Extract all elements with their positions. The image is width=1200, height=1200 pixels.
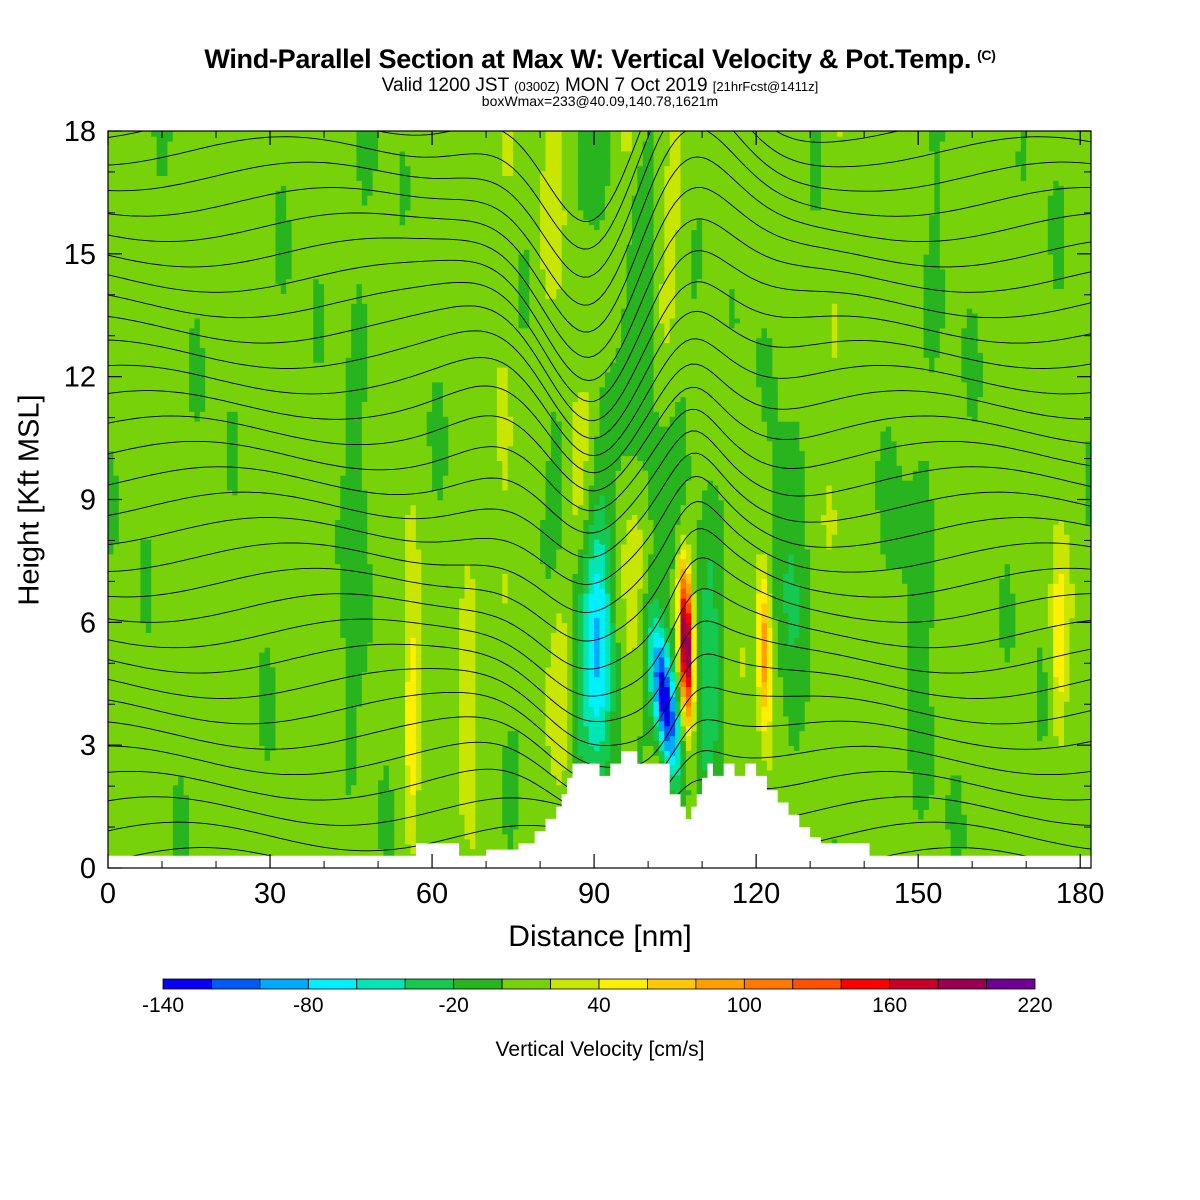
chart-title: Wind-Parallel Section at Max W: Vertical… — [0, 44, 1200, 75]
colorbar-swatch — [937, 978, 987, 990]
y-tick-label: 12 — [64, 362, 96, 394]
potential-temperature-contours — [108, 131, 1091, 865]
x-tick-label: 120 — [732, 878, 780, 910]
valid-date: MON 7 Oct 2019 — [564, 75, 708, 96]
terrain-mask — [108, 751, 1091, 869]
colorbar-swatch — [550, 978, 600, 990]
colorbar-swatch — [356, 978, 406, 990]
colorbar-swatch — [743, 978, 794, 990]
colorbar-swatch — [211, 978, 261, 990]
colorbar-swatch — [162, 978, 212, 990]
x-tick-label: 30 — [254, 878, 286, 910]
colorbar-swatch — [598, 978, 648, 990]
chart-title-mark: (C) — [977, 47, 996, 63]
colorbar-tick-label: 160 — [872, 994, 907, 1017]
y-tick-label: 3 — [80, 730, 96, 762]
x-tick-label: 0 — [100, 878, 116, 910]
y-axis: 0 3 6 9 12 15 18 — [64, 116, 1091, 885]
y-tick-label: 6 — [80, 607, 96, 639]
colorbar-tick-label: -80 — [293, 994, 323, 1017]
colorbar-tick-label: 220 — [1017, 994, 1052, 1017]
x-tick-label: 150 — [894, 878, 942, 910]
y-tick-label: 9 — [80, 485, 96, 517]
colorbar-swatch — [840, 978, 891, 990]
colorbar-swatch — [792, 978, 842, 990]
forecast-label: [21hrFcst@1411z] — [712, 79, 819, 94]
chart-subtitle: Valid 1200 JST (0300Z) MON 7 Oct 2019 [2… — [0, 75, 1200, 97]
colorbar-swatch — [259, 978, 309, 990]
y-tick-label: 0 — [80, 853, 96, 885]
colorbar-swatch — [889, 978, 939, 990]
colorbar: -140 -80 -20 40 100 160 220 — [142, 978, 1053, 1017]
x-tick-label: 90 — [578, 878, 610, 910]
x-axis-title: Distance [nm] — [508, 920, 692, 953]
colorbar-swatch — [453, 978, 503, 990]
x-axis: 0 30 60 90 120 150 180 — [100, 131, 1104, 910]
box-info: boxWmax=233@40.09,140.78,1621m — [481, 93, 719, 109]
valid-utc: (0300Z) — [514, 79, 560, 94]
x-tick-label: 180 — [1056, 878, 1104, 910]
colorbar-title: Vertical Velocity [cm/s] — [495, 1038, 705, 1061]
colorbar-swatch — [501, 978, 551, 990]
colorbar-swatch — [307, 978, 358, 990]
colorbar-swatch — [647, 978, 697, 990]
colorbar-swatch — [986, 978, 1036, 990]
colorbar-swatch — [695, 978, 745, 990]
colorbar-tick-label: -20 — [438, 994, 468, 1017]
colorbar-tick-label: 40 — [587, 994, 610, 1017]
valid-prefix: Valid 1200 JST — [381, 75, 509, 96]
colorbar-tick-label: -140 — [142, 994, 184, 1017]
y-tick-label: 18 — [64, 116, 96, 148]
colorbar-swatch — [404, 978, 455, 990]
y-tick-label: 15 — [64, 239, 96, 271]
chart-title-text: Wind-Parallel Section at Max W: Vertical… — [204, 44, 972, 74]
x-tick-label: 60 — [416, 878, 448, 910]
colorbar-tick-label: 100 — [727, 994, 762, 1017]
